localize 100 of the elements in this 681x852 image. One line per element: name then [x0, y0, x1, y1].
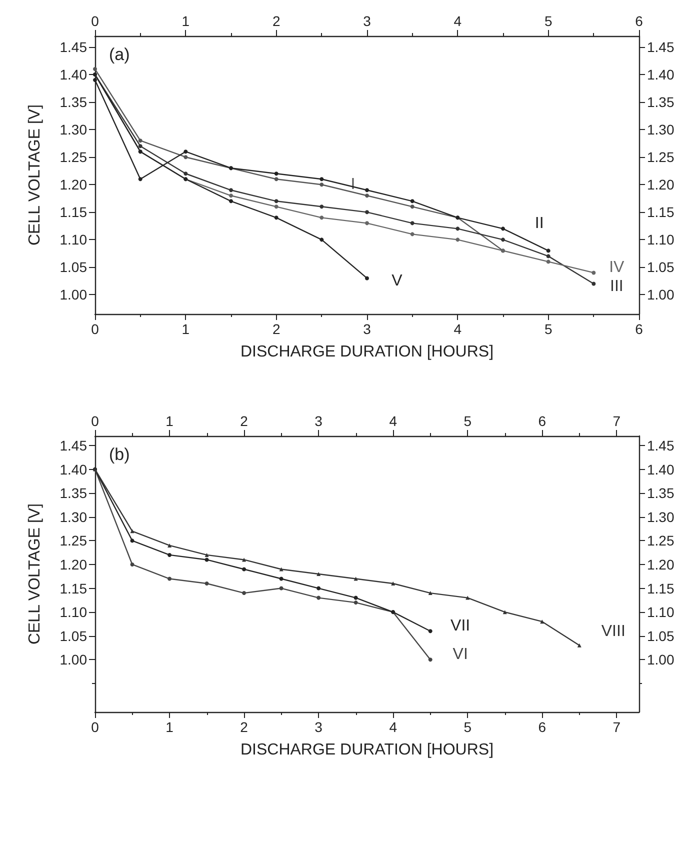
y-tick-label: 1.10	[60, 604, 88, 620]
point	[229, 194, 233, 198]
point	[592, 282, 596, 286]
point	[204, 582, 209, 586]
point	[365, 210, 369, 214]
x2-tick-label: 6	[635, 13, 644, 29]
point	[410, 199, 414, 204]
y2-tick-label: 1.40	[647, 461, 674, 478]
point	[365, 221, 369, 226]
x2-tick-label: 3	[314, 413, 323, 429]
x2-tick-label: 0	[91, 413, 100, 429]
point	[365, 188, 369, 192]
y2-tick-label: 1.35	[647, 94, 674, 110]
point	[501, 226, 505, 231]
y2-tick-label: 1.05	[647, 259, 674, 276]
point	[229, 199, 233, 204]
x-tick-label: 6	[538, 719, 546, 735]
series-label: VIII	[601, 622, 626, 640]
x-tick-label: 3	[363, 321, 372, 337]
point	[274, 216, 278, 220]
y-tick-label: 1.00	[60, 286, 88, 303]
point	[320, 216, 324, 220]
y2-tick-label: 1.45	[647, 438, 674, 454]
y-tick-label: 1.35	[60, 94, 88, 110]
x2-tick-label: 5	[464, 413, 472, 429]
x-tick-label: 7	[612, 719, 621, 735]
point	[229, 188, 233, 192]
x-tick-label: 3	[314, 719, 323, 735]
x-tick-label: 0	[91, 719, 100, 735]
point	[428, 591, 432, 596]
point	[577, 643, 582, 648]
x-tick-label: 6	[635, 321, 644, 337]
y-tick-label: 1.10	[60, 232, 88, 248]
x2-tick-label: 0	[91, 13, 100, 29]
y-tick-label: 1.40	[60, 66, 88, 83]
point	[320, 182, 324, 187]
x2-tick-label: 3	[363, 13, 372, 29]
y-tick-label: 1.15	[60, 580, 88, 596]
y-tick-label: 1.30	[60, 122, 88, 138]
point	[546, 260, 550, 264]
point	[546, 254, 550, 258]
x-tick-label: 1	[166, 719, 174, 735]
y-tick-label: 1.05	[60, 628, 88, 644]
x-tick-label: 1	[182, 321, 190, 337]
point	[204, 558, 209, 562]
point	[274, 172, 278, 176]
point	[130, 538, 134, 543]
y-tick-label: 1.25	[60, 149, 88, 166]
series-label: III	[610, 278, 624, 296]
point	[168, 576, 172, 581]
point	[320, 204, 324, 209]
annotation: (b)	[109, 445, 130, 464]
y2-tick-label: 1.30	[647, 122, 674, 138]
x-tick-label: 5	[464, 719, 472, 735]
y2-tick-label: 1.25	[647, 532, 674, 549]
point	[428, 658, 432, 662]
point	[316, 572, 321, 576]
point	[410, 221, 414, 226]
x-axis-title: DISCHARGE DURATION [HOURS]	[240, 742, 494, 758]
y2-tick-label: 1.20	[647, 176, 674, 193]
x2-tick-label: 1	[182, 13, 190, 29]
point	[242, 591, 246, 596]
y-tick-label: 1.15	[60, 204, 88, 220]
x-tick-label: 0	[91, 321, 100, 337]
y-axis-title: CELL VOLTAGE [V]	[26, 104, 44, 246]
x2-tick-label: 2	[240, 413, 248, 429]
x2-tick-label: 4	[389, 413, 398, 429]
y2-tick-label: 1.10	[647, 232, 674, 248]
y-tick-label: 1.35	[60, 485, 88, 502]
y-tick-label: 1.25	[60, 532, 88, 549]
series-label: II	[534, 215, 544, 232]
point	[320, 238, 324, 242]
x-tick-label: 2	[272, 321, 280, 337]
x-tick-label: 4	[454, 321, 462, 337]
point	[466, 596, 470, 600]
y-tick-label: 1.05	[60, 259, 88, 276]
point	[316, 586, 321, 590]
point	[354, 576, 358, 581]
y-tick-label: 1.20	[60, 176, 88, 193]
x2-tick-label: 1	[166, 413, 174, 429]
point	[546, 248, 550, 253]
y-tick-label: 1.45	[60, 438, 88, 454]
point	[279, 586, 284, 590]
series-label: VI	[452, 646, 468, 664]
point	[274, 199, 278, 204]
x2-tick-label: 7	[612, 413, 621, 429]
point	[354, 600, 358, 605]
y2-tick-label: 1.05	[647, 628, 674, 644]
point	[274, 177, 278, 182]
y2-tick-label: 1.25	[647, 149, 674, 166]
point	[204, 552, 209, 557]
point	[274, 204, 278, 209]
x-tick-label: 2	[240, 719, 248, 735]
point	[93, 67, 97, 72]
point	[130, 529, 134, 534]
x-tick-label: 4	[389, 719, 398, 735]
series-label: IV	[609, 259, 625, 276]
x2-tick-label: 6	[538, 413, 546, 429]
point	[138, 144, 142, 148]
y-axis-title: CELL VOLTAGE [V]	[26, 503, 44, 645]
